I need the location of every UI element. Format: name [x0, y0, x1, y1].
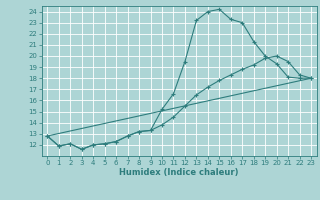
X-axis label: Humidex (Indice chaleur): Humidex (Indice chaleur) [119, 168, 239, 177]
